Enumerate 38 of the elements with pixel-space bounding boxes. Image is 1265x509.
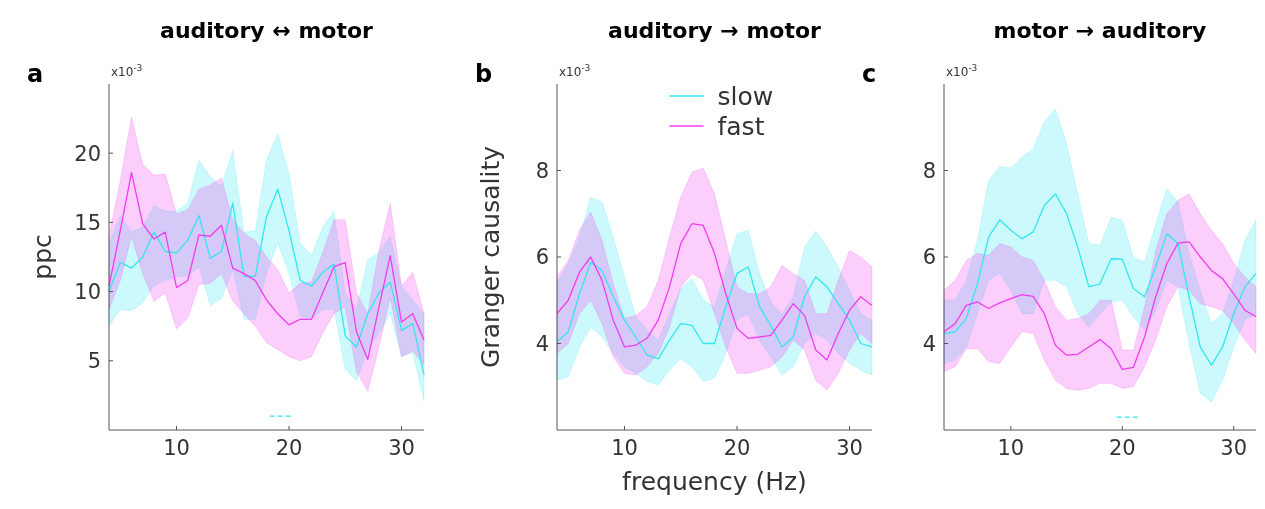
x-tick-label: 10 xyxy=(163,436,190,460)
chart-title: auditory → motor xyxy=(608,18,822,43)
x-tick-label: 30 xyxy=(836,436,863,460)
y-tick-label: 4 xyxy=(535,331,549,356)
x-tick-label: 20 xyxy=(275,436,303,460)
y-axis-title: ppc xyxy=(28,234,57,280)
text: a xyxy=(27,60,44,88)
y-tick-label: 8 xyxy=(535,158,549,183)
line-series xyxy=(943,241,1257,371)
line-series xyxy=(108,171,425,361)
chart-title: auditory ↔ motor xyxy=(160,18,374,43)
y-tick-label: 10 xyxy=(74,279,101,304)
legend-label: fast xyxy=(717,111,765,141)
line-series xyxy=(556,261,873,360)
x-tick-label: 10 xyxy=(611,436,638,460)
y-tick-label: 20 xyxy=(74,141,101,166)
x-tick-label: 20 xyxy=(723,436,751,460)
legend-label: slow xyxy=(717,81,774,111)
y-tick-label: 5 xyxy=(87,349,101,374)
text: x10$^{-3}$ xyxy=(946,63,978,79)
y-tick-label: 15 xyxy=(74,210,101,235)
y-tick-label: 6 xyxy=(922,245,936,270)
x-tick-label: 30 xyxy=(1220,436,1248,460)
line-series xyxy=(556,223,873,361)
y-tick-label: 6 xyxy=(535,245,549,270)
x-tick-label: 20 xyxy=(1108,436,1136,460)
x-tick-label: 10 xyxy=(997,436,1025,460)
text: b xyxy=(475,60,493,88)
text: x10$^{-3}$ xyxy=(559,63,591,79)
annotation: c xyxy=(862,60,877,88)
y-tick-label: 8 xyxy=(922,158,936,183)
y-axis-title: Granger causality xyxy=(476,145,505,369)
text: x10$^{-3}$ xyxy=(111,63,143,79)
y-tick-label: 4 xyxy=(922,331,936,356)
chart-title: motor → auditory xyxy=(993,18,1207,43)
x-axis-title: frequency (Hz) xyxy=(622,467,807,496)
x-tick-label: 30 xyxy=(388,436,415,460)
line-series xyxy=(108,188,425,376)
